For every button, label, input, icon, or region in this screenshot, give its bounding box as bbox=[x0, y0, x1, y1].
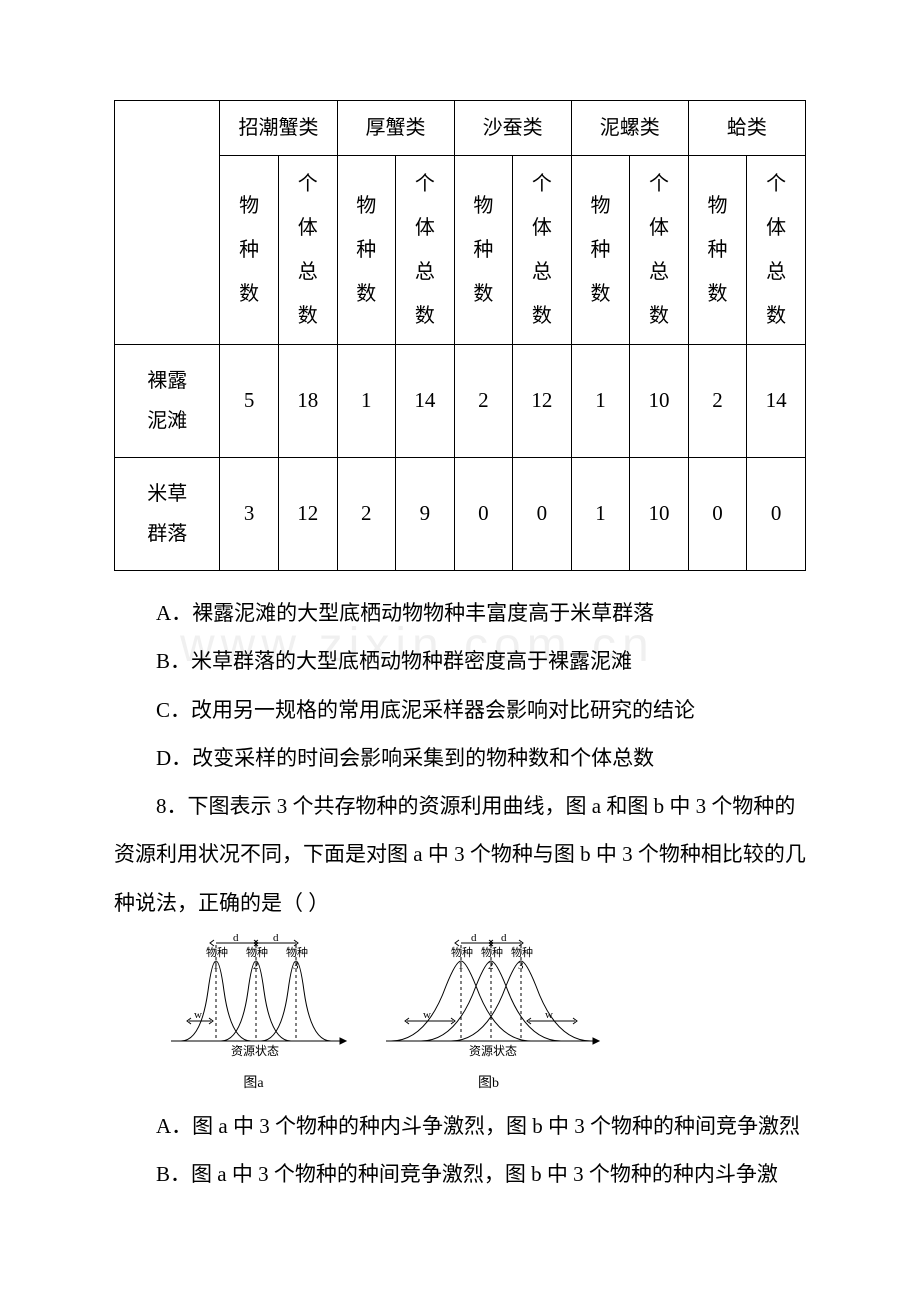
table-cell: 0 bbox=[747, 458, 806, 571]
option-b: B．米草群落的大型底栖动物种群密度高于裸露泥滩 bbox=[114, 637, 806, 685]
w-label: w bbox=[423, 1009, 431, 1021]
table-cell: 1 bbox=[571, 458, 630, 571]
table-cell: 5 bbox=[220, 345, 279, 458]
sub-header: 个体总数 bbox=[396, 156, 455, 345]
x-axis-label: 资源状态 bbox=[469, 1044, 517, 1058]
table-cell: 10 bbox=[630, 458, 689, 571]
d-label: d bbox=[273, 932, 279, 944]
figure-b-caption: 图b bbox=[371, 1073, 606, 1094]
option-d: D．改变采样的时间会影响采集到的物种数和个体总数 bbox=[114, 734, 806, 782]
sub-header: 物种数 bbox=[337, 156, 396, 345]
table-cell: 3 bbox=[220, 458, 279, 571]
w-label: w bbox=[545, 1009, 553, 1021]
sub-header: 物种数 bbox=[220, 156, 279, 345]
species-label: 物种 bbox=[511, 945, 533, 959]
table-cell: 0 bbox=[513, 458, 572, 571]
col-group-0: 招潮蟹类 bbox=[220, 101, 337, 156]
table-header-row-1: 招潮蟹类 厚蟹类 沙蚕类 泥螺类 蛤类 bbox=[115, 101, 806, 156]
table-cell: 18 bbox=[278, 345, 337, 458]
species-label: 物种 bbox=[246, 945, 268, 959]
table-cell: 0 bbox=[688, 458, 747, 571]
table-cell: 0 bbox=[454, 458, 513, 571]
sub-header: 物种数 bbox=[454, 156, 513, 345]
col-group-2: 沙蚕类 bbox=[454, 101, 571, 156]
species-label: 物种 bbox=[451, 945, 473, 959]
table-row: 米草群落312290011000 bbox=[115, 458, 806, 571]
figure-container: d d 物种 物种 物种 1 2 3 w 资源状态 图a bbox=[156, 931, 806, 1094]
sub-header: 个体总数 bbox=[747, 156, 806, 345]
table-cell: 2 bbox=[337, 458, 396, 571]
species-num: 1 bbox=[458, 960, 464, 972]
species-num: 2 bbox=[488, 960, 494, 972]
table-row: 裸露泥滩518114212110214 bbox=[115, 345, 806, 458]
table-cell: 10 bbox=[630, 345, 689, 458]
question-8-stem: 8．下图表示 3 个共存物种的资源利用曲线，图 a 和图 b 中 3 个物种的资… bbox=[114, 782, 806, 927]
figure-a: d d 物种 物种 物种 1 2 3 w 资源状态 图a bbox=[156, 931, 351, 1094]
row-label: 米草群落 bbox=[115, 458, 220, 571]
species-num: 2 bbox=[253, 960, 259, 972]
d-label: d bbox=[233, 932, 239, 944]
species-label: 物种 bbox=[286, 945, 308, 959]
col-group-3: 泥螺类 bbox=[571, 101, 688, 156]
sub-header: 个体总数 bbox=[630, 156, 689, 345]
species-num: 1 bbox=[213, 960, 219, 972]
sub-header: 个体总数 bbox=[513, 156, 572, 345]
table-cell: 2 bbox=[454, 345, 513, 458]
table-cell: 1 bbox=[571, 345, 630, 458]
sub-header: 物种数 bbox=[571, 156, 630, 345]
table-cell: 9 bbox=[396, 458, 455, 571]
figure-a-caption: 图a bbox=[156, 1073, 351, 1094]
q8-option-b: B．图 a 中 3 个物种的种间竞争激烈，图 b 中 3 个物种的种内斗争激 bbox=[114, 1150, 806, 1198]
sub-header: 物种数 bbox=[688, 156, 747, 345]
col-group-1: 厚蟹类 bbox=[337, 101, 454, 156]
col-group-4: 蛤类 bbox=[688, 101, 805, 156]
species-num: 3 bbox=[293, 960, 299, 972]
option-a: A．裸露泥滩的大型底栖动物物种丰富度高于米草群落 bbox=[114, 589, 806, 637]
species-label: 物种 bbox=[481, 945, 503, 959]
table-cell: 14 bbox=[747, 345, 806, 458]
species-label: 物种 bbox=[206, 945, 228, 959]
table-cell: 12 bbox=[278, 458, 337, 571]
row-label: 裸露泥滩 bbox=[115, 345, 220, 458]
figure-b: d d 物种 物种 物种 1 2 3 w w 资源状态 图b bbox=[371, 931, 606, 1094]
species-num: 3 bbox=[518, 960, 524, 972]
w-label: w bbox=[194, 1009, 202, 1021]
table-cell: 14 bbox=[396, 345, 455, 458]
d-label: d bbox=[501, 932, 507, 944]
option-c: C．改用另一规格的常用底泥采样器会影响对比研究的结论 bbox=[114, 686, 806, 734]
sub-header: 个体总数 bbox=[278, 156, 337, 345]
table-cell: 12 bbox=[513, 345, 572, 458]
table-cell: 2 bbox=[688, 345, 747, 458]
table-cell: 1 bbox=[337, 345, 396, 458]
x-axis-label: 资源状态 bbox=[231, 1044, 279, 1058]
d-label: d bbox=[471, 932, 477, 944]
data-table: 招潮蟹类 厚蟹类 沙蚕类 泥螺类 蛤类 物种数个体总数物种数个体总数物种数个体总… bbox=[114, 100, 806, 571]
corner-cell bbox=[115, 101, 220, 345]
q8-option-a: A．图 a 中 3 个物种的种内斗争激烈，图 b 中 3 个物种的种间竞争激烈 bbox=[114, 1102, 806, 1150]
